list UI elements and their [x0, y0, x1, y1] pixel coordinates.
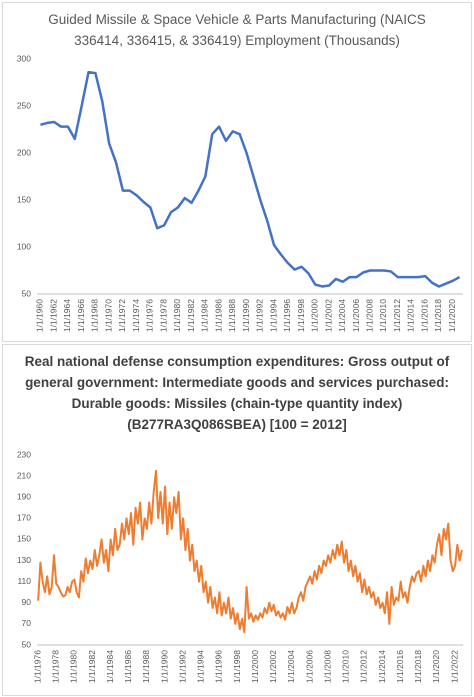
- x-tick-label: 1/1/2020: [431, 650, 441, 683]
- x-tick-label: 1/1/1978: [158, 299, 168, 332]
- x-tick-label: 1/1/2004: [286, 650, 296, 683]
- x-tick-label: 1/1/2010: [378, 299, 388, 332]
- y-tick-label: 70: [22, 618, 32, 628]
- x-tick-label: 1/1/1982: [87, 650, 97, 683]
- y-tick-label: 100: [17, 241, 31, 251]
- x-tick-label: 1/1/1992: [177, 650, 187, 683]
- x-tick-label: 1/1/1972: [117, 299, 127, 332]
- chart-title: Guided Missile & Space Vehicle & Parts M…: [48, 12, 426, 48]
- x-tick-label: 1/1/2012: [392, 299, 402, 332]
- y-tick-label: 190: [17, 491, 31, 501]
- x-tick-label: 1/1/1992: [255, 299, 265, 332]
- x-tick-label: 1/1/1984: [105, 650, 115, 683]
- x-tick-label: 1/1/1994: [196, 650, 206, 683]
- x-tick-label: 1/1/1996: [214, 650, 224, 683]
- x-tick-label: 1/1/1988: [141, 650, 151, 683]
- y-tick-label: 150: [17, 194, 31, 204]
- y-tick-label: 200: [17, 147, 31, 157]
- x-tick-label: 1/1/2000: [310, 299, 320, 332]
- x-tick-label: 1/1/2014: [377, 650, 387, 683]
- data-line: [37, 469, 463, 634]
- x-tick-label: 1/1/2008: [322, 650, 332, 683]
- x-tick-label: 1/1/1964: [62, 299, 72, 332]
- x-tick-label: 1/1/1994: [268, 299, 278, 332]
- x-tick-label: 1/1/1960: [35, 299, 45, 332]
- x-tick-label: 1/1/1986: [123, 650, 133, 683]
- chart-panel: Guided Missile & Space Vehicle & Parts M…: [2, 2, 472, 342]
- x-tick-label: 1/1/1974: [131, 299, 141, 332]
- x-tick-label: 1/1/1970: [103, 299, 113, 332]
- data-line: [40, 70, 461, 288]
- y-tick-label: 170: [17, 513, 31, 523]
- x-tick-label: 1/1/1998: [232, 650, 242, 683]
- x-tick-label: 1/1/2018: [433, 299, 443, 332]
- x-tick-label: 1/1/1990: [159, 650, 169, 683]
- chart: 50 70 90 110 130 150 170 190 210 230 1/1/1976 1/1/1…: [17, 449, 463, 683]
- x-tick-label: 1/1/1988: [227, 299, 237, 332]
- chart: 50 100 150 200 250 300 1/1/1960 1/1/1962 1/1/196…: [17, 53, 463, 332]
- x-tick-label: 1/1/2014: [406, 299, 416, 332]
- x-tick-label: 1/1/2006: [351, 299, 361, 332]
- y-tick-label: 300: [17, 53, 31, 63]
- y-tick-label: 130: [17, 555, 31, 565]
- y-tick-label: 90: [22, 597, 32, 607]
- x-tick-label: 1/1/2022: [449, 650, 459, 683]
- x-tick-label: 1/1/1982: [186, 299, 196, 332]
- x-tick-label: 1/1/1976: [145, 299, 155, 332]
- y-tick-label: 150: [17, 534, 31, 544]
- x-tick-label: 1/1/1976: [32, 650, 42, 683]
- x-tick-label: 1/1/1980: [69, 650, 79, 683]
- y-tick-label: 50: [22, 639, 32, 649]
- x-tick-label: 1/1/2018: [413, 650, 423, 683]
- x-tick-label: 1/1/2012: [359, 650, 369, 683]
- x-tick-label: 1/1/1966: [76, 299, 86, 332]
- chart-panel: Real national defense consumption expend…: [2, 344, 472, 696]
- x-tick-label: 1/1/1998: [296, 299, 306, 332]
- x-tick-label: 1/1/2004: [337, 299, 347, 332]
- x-tick-label: 1/1/2016: [419, 299, 429, 332]
- y-tick-label: 230: [17, 449, 31, 459]
- x-tick-label: 1/1/1978: [51, 650, 61, 683]
- y-tick-label: 250: [17, 100, 31, 110]
- x-tick-label: 1/1/2002: [323, 299, 333, 332]
- chart-title: Real national defense consumption expend…: [24, 354, 450, 432]
- x-tick-label: 1/1/2002: [268, 650, 278, 683]
- x-tick-label: 1/1/2010: [341, 650, 351, 683]
- x-tick-label: 1/1/1962: [48, 299, 58, 332]
- x-tick-label: 1/1/1990: [241, 299, 251, 332]
- y-tick-label: 50: [22, 288, 32, 298]
- x-tick-label: 1/1/2006: [304, 650, 314, 683]
- x-tick-label: 1/1/1968: [90, 299, 100, 332]
- x-tick-label: 1/1/2008: [364, 299, 374, 332]
- x-tick-label: 1/1/1996: [282, 299, 292, 332]
- y-tick-label: 210: [17, 470, 31, 480]
- x-tick-label: 1/1/1986: [213, 299, 223, 332]
- x-tick-label: 1/1/1984: [200, 299, 210, 332]
- y-tick-label: 110: [17, 576, 31, 586]
- x-tick-label: 1/1/2016: [395, 650, 405, 683]
- x-tick-label: 1/1/2020: [447, 299, 457, 332]
- x-tick-label: 1/1/1980: [172, 299, 182, 332]
- x-tick-label: 1/1/2000: [250, 650, 260, 683]
